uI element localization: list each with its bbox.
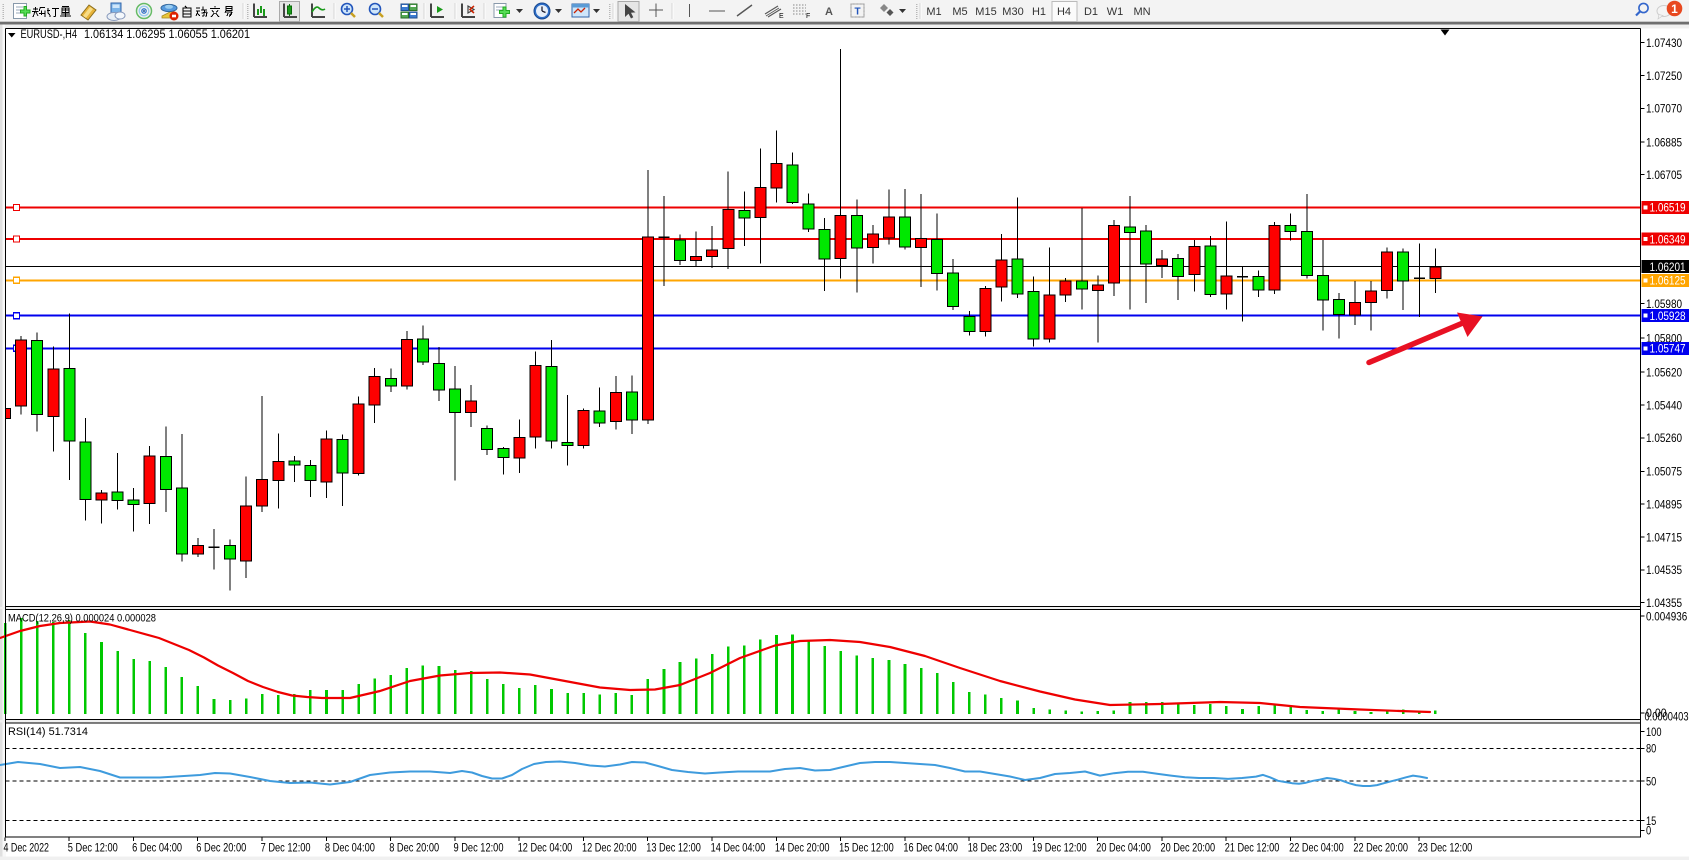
svg-text:100: 100 bbox=[1646, 725, 1662, 739]
svg-text:21 Dec 12:00: 21 Dec 12:00 bbox=[1225, 840, 1280, 854]
svg-text:RSI(14) 51.7314: RSI(14) 51.7314 bbox=[8, 726, 88, 738]
svg-text:50: 50 bbox=[1646, 774, 1657, 788]
svg-text:1.04895: 1.04895 bbox=[1646, 498, 1682, 512]
svg-text:1.05747: 1.05747 bbox=[1650, 342, 1686, 356]
svg-text:12 Dec 04:00: 12 Dec 04:00 bbox=[518, 840, 573, 854]
svg-text:1.05620: 1.05620 bbox=[1646, 366, 1682, 380]
svg-text:1.06349: 1.06349 bbox=[1650, 232, 1686, 246]
svg-text:T: T bbox=[855, 7, 861, 18]
svg-text:1.04535: 1.04535 bbox=[1646, 563, 1682, 577]
svg-text:1.07070: 1.07070 bbox=[1646, 102, 1682, 116]
svg-text:1: 1 bbox=[1671, 2, 1678, 16]
svg-text:16 Dec 04:00: 16 Dec 04:00 bbox=[903, 840, 958, 854]
svg-text:5 Dec 12:00: 5 Dec 12:00 bbox=[68, 840, 118, 854]
svg-text:1.04355: 1.04355 bbox=[1646, 596, 1682, 610]
svg-text:1.04715: 1.04715 bbox=[1646, 530, 1682, 544]
svg-text:23 Dec 12:00: 23 Dec 12:00 bbox=[1418, 840, 1473, 854]
svg-text:1.05980: 1.05980 bbox=[1646, 297, 1682, 311]
svg-text:0.0000403: 0.0000403 bbox=[1645, 710, 1689, 724]
svg-text:W1: W1 bbox=[1107, 6, 1124, 18]
svg-text:1.05075: 1.05075 bbox=[1646, 465, 1682, 479]
svg-text:1.06201: 1.06201 bbox=[1650, 260, 1686, 274]
svg-text:12 Dec 20:00: 12 Dec 20:00 bbox=[582, 840, 637, 854]
svg-text:0.004936: 0.004936 bbox=[1646, 609, 1687, 623]
svg-text:15 Dec 12:00: 15 Dec 12:00 bbox=[839, 840, 894, 854]
svg-text:20 Dec 20:00: 20 Dec 20:00 bbox=[1161, 840, 1216, 854]
svg-text:19 Dec 12:00: 19 Dec 12:00 bbox=[1032, 840, 1087, 854]
svg-text:0: 0 bbox=[1646, 824, 1651, 838]
svg-text:13 Dec 12:00: 13 Dec 12:00 bbox=[646, 840, 701, 854]
svg-text:6 Dec 20:00: 6 Dec 20:00 bbox=[196, 840, 246, 854]
svg-text:14 Dec 20:00: 14 Dec 20:00 bbox=[775, 840, 830, 854]
svg-text:1.05440: 1.05440 bbox=[1646, 398, 1682, 412]
svg-text:D1: D1 bbox=[1084, 6, 1098, 18]
svg-text:8 Dec 20:00: 8 Dec 20:00 bbox=[389, 840, 439, 854]
svg-text:MN: MN bbox=[1133, 6, 1150, 18]
svg-text:14 Dec 04:00: 14 Dec 04:00 bbox=[711, 840, 766, 854]
svg-text:1.05928: 1.05928 bbox=[1650, 309, 1686, 323]
svg-text:1.06519: 1.06519 bbox=[1650, 201, 1686, 215]
svg-text:1.07250: 1.07250 bbox=[1646, 69, 1682, 83]
svg-text:4 Dec 2022: 4 Dec 2022 bbox=[4, 840, 50, 854]
svg-text:M1: M1 bbox=[926, 6, 941, 18]
svg-text:0.00: 0.00 bbox=[1646, 706, 1667, 720]
svg-text:M30: M30 bbox=[1002, 6, 1023, 18]
svg-text:M15: M15 bbox=[975, 6, 996, 18]
svg-text:15: 15 bbox=[1646, 814, 1657, 828]
svg-text:80: 80 bbox=[1646, 742, 1657, 756]
svg-text:1.05260: 1.05260 bbox=[1646, 431, 1682, 445]
svg-text:A: A bbox=[825, 6, 833, 18]
svg-text:H4: H4 bbox=[1057, 6, 1071, 18]
svg-text:1.06125: 1.06125 bbox=[1650, 274, 1686, 288]
svg-text:1.06134 1.06295 1.06055 1.0620: 1.06134 1.06295 1.06055 1.06201 bbox=[84, 29, 250, 41]
svg-text:7 Dec 12:00: 7 Dec 12:00 bbox=[261, 840, 311, 854]
svg-text:M5: M5 bbox=[952, 6, 967, 18]
svg-text:MACD(12,26,9) 0.000024 0.00002: MACD(12,26,9) 0.000024 0.000028 bbox=[8, 613, 156, 625]
svg-text:EURUSD-,H4: EURUSD-,H4 bbox=[21, 29, 78, 41]
svg-text:8 Dec 04:00: 8 Dec 04:00 bbox=[325, 840, 375, 854]
svg-text:20 Dec 04:00: 20 Dec 04:00 bbox=[1096, 840, 1151, 854]
svg-text:22 Dec 20:00: 22 Dec 20:00 bbox=[1353, 840, 1408, 854]
svg-text:1.06885: 1.06885 bbox=[1646, 135, 1682, 149]
svg-text:22 Dec 04:00: 22 Dec 04:00 bbox=[1289, 840, 1344, 854]
svg-text:E: E bbox=[779, 13, 784, 20]
svg-text:18 Dec 23:00: 18 Dec 23:00 bbox=[968, 840, 1023, 854]
svg-text:9 Dec 12:00: 9 Dec 12:00 bbox=[454, 840, 504, 854]
svg-text:H1: H1 bbox=[1032, 6, 1046, 18]
svg-text:1.07430: 1.07430 bbox=[1646, 36, 1682, 50]
svg-text:6 Dec 04:00: 6 Dec 04:00 bbox=[132, 840, 182, 854]
svg-text:1.06705: 1.06705 bbox=[1646, 168, 1682, 182]
svg-text:F: F bbox=[806, 13, 810, 20]
